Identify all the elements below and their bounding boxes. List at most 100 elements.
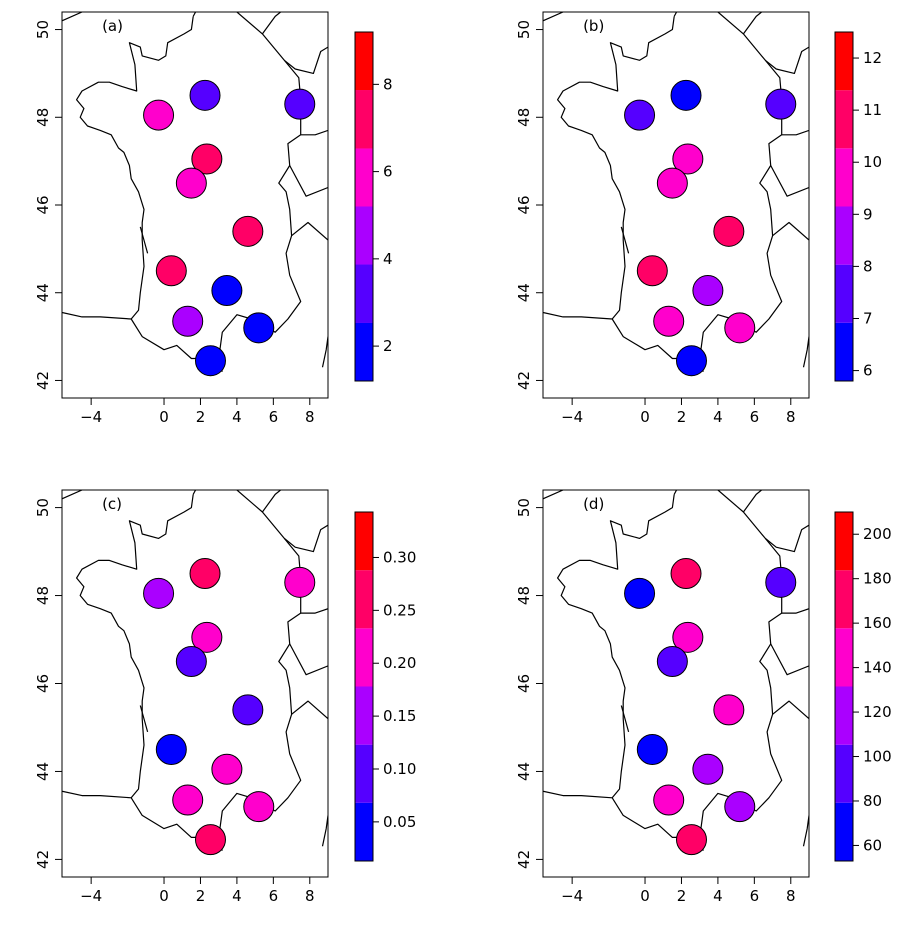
colorbar-frame: [354, 511, 374, 862]
station-point: [175, 646, 207, 678]
x-tick-label: −4: [80, 408, 102, 426]
x-tick-label: 4: [232, 408, 242, 426]
x-tick-label: 6: [750, 887, 760, 905]
station-point: [636, 255, 668, 287]
station-point: [765, 566, 797, 598]
station-point: [191, 621, 223, 653]
y-tick-label: 42: [515, 850, 533, 869]
colorbar: 2 4 6 8: [354, 31, 393, 382]
y-tick-label: 50: [515, 498, 533, 517]
x-tick-label: 0: [159, 408, 169, 426]
x-tick-label: 4: [713, 887, 723, 905]
coastline-uk: [543, 12, 565, 22]
station-point: [765, 88, 797, 120]
y-tick-label: 48: [515, 108, 533, 127]
colorbar-frame: [834, 31, 854, 382]
border-luxembourg: [742, 12, 762, 35]
y-tick-label: 42: [515, 371, 533, 390]
station-point: [724, 312, 756, 344]
x-tick-label: 8: [305, 408, 315, 426]
station-point: [656, 167, 688, 199]
station-point: [143, 99, 175, 131]
colorbar-tick-label: 200: [863, 525, 892, 543]
x-tick-label: 8: [305, 887, 315, 905]
station-point: [243, 791, 275, 823]
y-tick-label: 46: [34, 195, 52, 214]
panel-label: (d): [583, 495, 604, 513]
colorbar-tick-label: 6: [863, 362, 873, 380]
y-tick-label: 44: [515, 283, 533, 302]
x-tick-label: 2: [196, 887, 206, 905]
y-tick-label: 48: [34, 108, 52, 127]
station-point: [232, 694, 264, 726]
colorbar-segment: [355, 686, 373, 745]
border-italy: [770, 643, 809, 676]
coastline-west: [75, 16, 194, 320]
colorbar-tick-label: 60: [863, 836, 882, 854]
coastline-corsica: [321, 815, 328, 847]
station-point: [713, 694, 745, 726]
station-point: [155, 733, 187, 765]
station-point: [243, 312, 275, 344]
y-tick-label: 44: [34, 762, 52, 781]
y-tick-label: 44: [34, 283, 52, 302]
x-tick-label: 0: [640, 408, 650, 426]
border-switzerland: [781, 608, 809, 614]
x-tick-label: 0: [640, 887, 650, 905]
station-points: [143, 79, 316, 377]
estuary-gironde: [620, 226, 630, 254]
colorbar-tick-label: 6: [383, 163, 393, 181]
border-switzerland: [300, 129, 328, 136]
coastline-corsica: [321, 336, 328, 368]
border-switzerland: [300, 608, 328, 614]
border-germany: [764, 524, 809, 553]
colorbar-tick-label: 7: [863, 309, 873, 327]
colorbar-segment: [355, 512, 373, 571]
coastline-east: [192, 12, 302, 359]
station-point: [692, 275, 724, 307]
colorbar-segment: [355, 90, 373, 149]
y-tick-label: 50: [515, 20, 533, 39]
colorbar-segment: [835, 570, 853, 629]
colorbar-segment: [835, 264, 853, 323]
coastline-west: [556, 494, 675, 799]
station-point: [713, 215, 745, 247]
station-point: [656, 646, 688, 678]
colorbar-tick-label: 12: [863, 49, 882, 67]
station-point: [284, 566, 316, 598]
station-points: [624, 558, 797, 856]
colorbar-segment: [835, 744, 853, 803]
coastline-east: [673, 12, 783, 359]
plot-frame: [542, 489, 810, 878]
station-point: [672, 143, 704, 175]
station-point: [155, 255, 187, 287]
colorbar-tick-label: 2: [383, 337, 393, 355]
station-point: [194, 345, 226, 377]
colorbar-tick-label: 0.30: [383, 548, 416, 566]
y-tick-label: 42: [34, 850, 52, 869]
coastline-uk: [62, 12, 84, 22]
colorbar-tick-label: 8: [383, 75, 393, 93]
colorbar-tick-label: 10: [863, 153, 882, 171]
border-italy: [289, 165, 328, 197]
colorbar-segment: [835, 802, 853, 861]
colorbar-tick-label: 0.25: [383, 601, 416, 619]
coastline-uk: [62, 490, 84, 500]
station-point: [143, 577, 175, 609]
colorbar: 6 7 8 9 10 11 12: [834, 31, 882, 382]
border-luxembourg: [261, 490, 281, 513]
colorbar-segment: [835, 90, 853, 149]
station-point: [232, 215, 264, 247]
x-tick-label: 4: [232, 887, 242, 905]
colorbar-segment: [835, 206, 853, 265]
colorbar-tick-label: 0.05: [383, 813, 416, 831]
border-italy-south: [772, 700, 809, 720]
colorbar-segment: [355, 206, 373, 265]
border-italy-south: [291, 221, 328, 241]
plot-frame: [61, 489, 329, 878]
estuary-gironde: [139, 226, 149, 254]
